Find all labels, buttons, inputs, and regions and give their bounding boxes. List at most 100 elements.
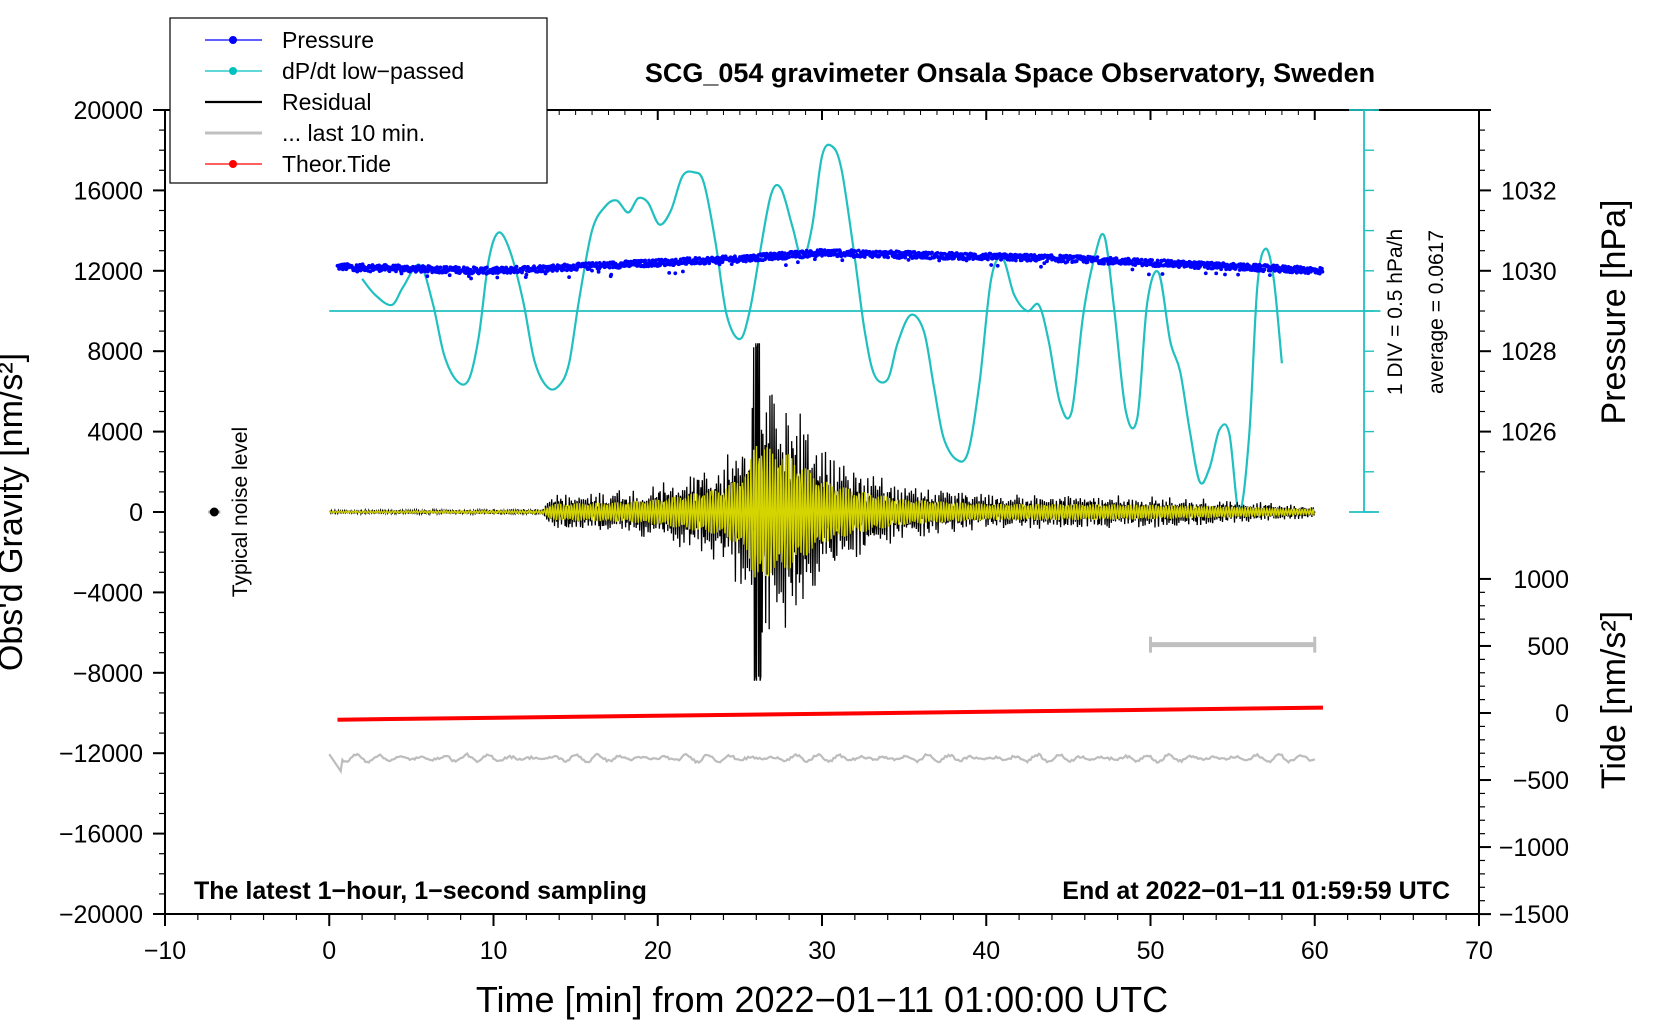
pressure-point [1223,272,1227,277]
pressure-point [1150,258,1154,262]
x-tick-label: 20 [644,937,672,965]
pressure-point [1236,272,1240,277]
pressure-point [886,255,891,260]
pressure-point [1160,272,1165,276]
pressure-point [471,270,476,275]
pressure-point [1144,263,1149,268]
y-tick-label: −16000 [59,821,143,849]
pressure-point [1320,266,1324,271]
pressure-point [1007,258,1012,262]
pressure-point [495,275,500,280]
pressure-point [1305,266,1310,271]
tide-line [337,705,1323,722]
pressure-point [673,271,678,276]
pressure-point [425,274,430,279]
left-axis-label: Obs'd Gravity [nm/s²] [0,353,30,671]
pressure-point [1130,267,1135,272]
pressure-point [594,261,599,265]
pressure-point [787,255,791,259]
x-tick-label: 60 [1301,937,1329,965]
pressure-point [469,276,473,281]
pressure-point [1102,261,1106,266]
y-tick-label: −12000 [59,740,143,768]
y-tick-label: 12000 [73,258,143,286]
pressure-point [1074,259,1079,264]
pressure-point [1147,272,1151,277]
pressure-point [1245,267,1249,272]
pressure-point [1212,265,1217,270]
y-tick-label: −8000 [73,660,143,688]
pressure-tick-label: 1026 [1501,419,1557,447]
pressure-point [820,253,824,258]
pressure-point [935,251,940,255]
pressure-point [1317,271,1322,276]
pressure-point [1155,258,1160,263]
tide-tick-label: 1000 [1513,566,1569,594]
dpdt-line [361,143,1283,514]
pressure-point [1268,273,1272,277]
pressure-point [590,268,594,273]
pressure-point [667,271,672,275]
noise-marker-dot [209,507,219,517]
y-tick-label: 0 [129,499,143,527]
pressure-point [1203,271,1208,276]
x-tick-label: 0 [322,937,336,965]
pressure-point [462,265,466,270]
legend: Pressure dP/dt low−passed Residual ... last… [169,17,548,184]
pressure-point [707,261,712,266]
pressure-point [514,264,519,269]
pressure-point [840,258,845,263]
legend-label: Pressure [282,27,374,53]
residual-layer [328,343,1316,681]
noise-trace-line [328,752,1316,775]
pressure-point [607,265,612,270]
pressure-point [485,265,489,270]
annotation-layer [208,507,1317,653]
pressure-point [988,252,993,256]
x-tick-label: 70 [1465,937,1493,965]
average-label: average = 0.0617 [1425,230,1448,394]
tide-tick-label: 0 [1555,700,1569,728]
legend-label: dP/dt low−passed [282,58,464,84]
noise-level-label: Typical noise level [229,427,252,597]
dpdt-layer [329,109,1381,514]
pressure-point [784,263,788,267]
pressure-point [1139,257,1144,262]
pressure-point [995,263,1000,268]
pressure-tick-label: 1028 [1501,338,1557,366]
pressure-point [930,250,934,255]
pressure-point [584,261,588,266]
pressure-point [399,271,404,276]
pressure-point [1262,267,1267,272]
pressure-point [587,267,592,271]
pressure-point [906,258,911,262]
last-10min-overlay-line [328,445,1315,578]
pressure-point [540,269,545,274]
pressure-point [782,251,787,256]
pressure-point [1039,264,1043,269]
chart-title: SCG_054 gravimeter Onsala Space Observat… [645,58,1375,88]
pressure-point [681,269,685,274]
y-tick-label: 8000 [87,338,143,366]
pressure-point [989,263,994,267]
axes-layer: −10 0 10 20 30 40 50 60 70 −20000 −16000 −12000 −800… [59,97,1569,965]
legend-label: ... last 10 min. [282,120,425,146]
legend-marker [229,160,237,168]
pressure-point [813,257,817,262]
footer-right-text: End at 2022−01−11 01:59:59 UTC [1062,877,1450,905]
tide-tick-label: −1500 [1499,901,1569,929]
pressure-point [1028,258,1033,263]
y-tick-label: −20000 [59,901,143,929]
tide-tick-label: −500 [1513,767,1569,795]
legend-marker [229,67,237,75]
tide-layer [337,705,1323,722]
x-axis-label: Time [min] from 2022−01−11 01:00:00 UTC [476,979,1168,1020]
tide-tick-label: 500 [1527,633,1569,661]
y-tick-label: −4000 [73,579,143,607]
x-tick-label: 50 [1137,937,1165,965]
y-tick-label: 4000 [87,419,143,447]
y-tick-label: 16000 [73,177,143,205]
x-tick-label: 30 [808,937,836,965]
pressure-point [1258,263,1263,268]
